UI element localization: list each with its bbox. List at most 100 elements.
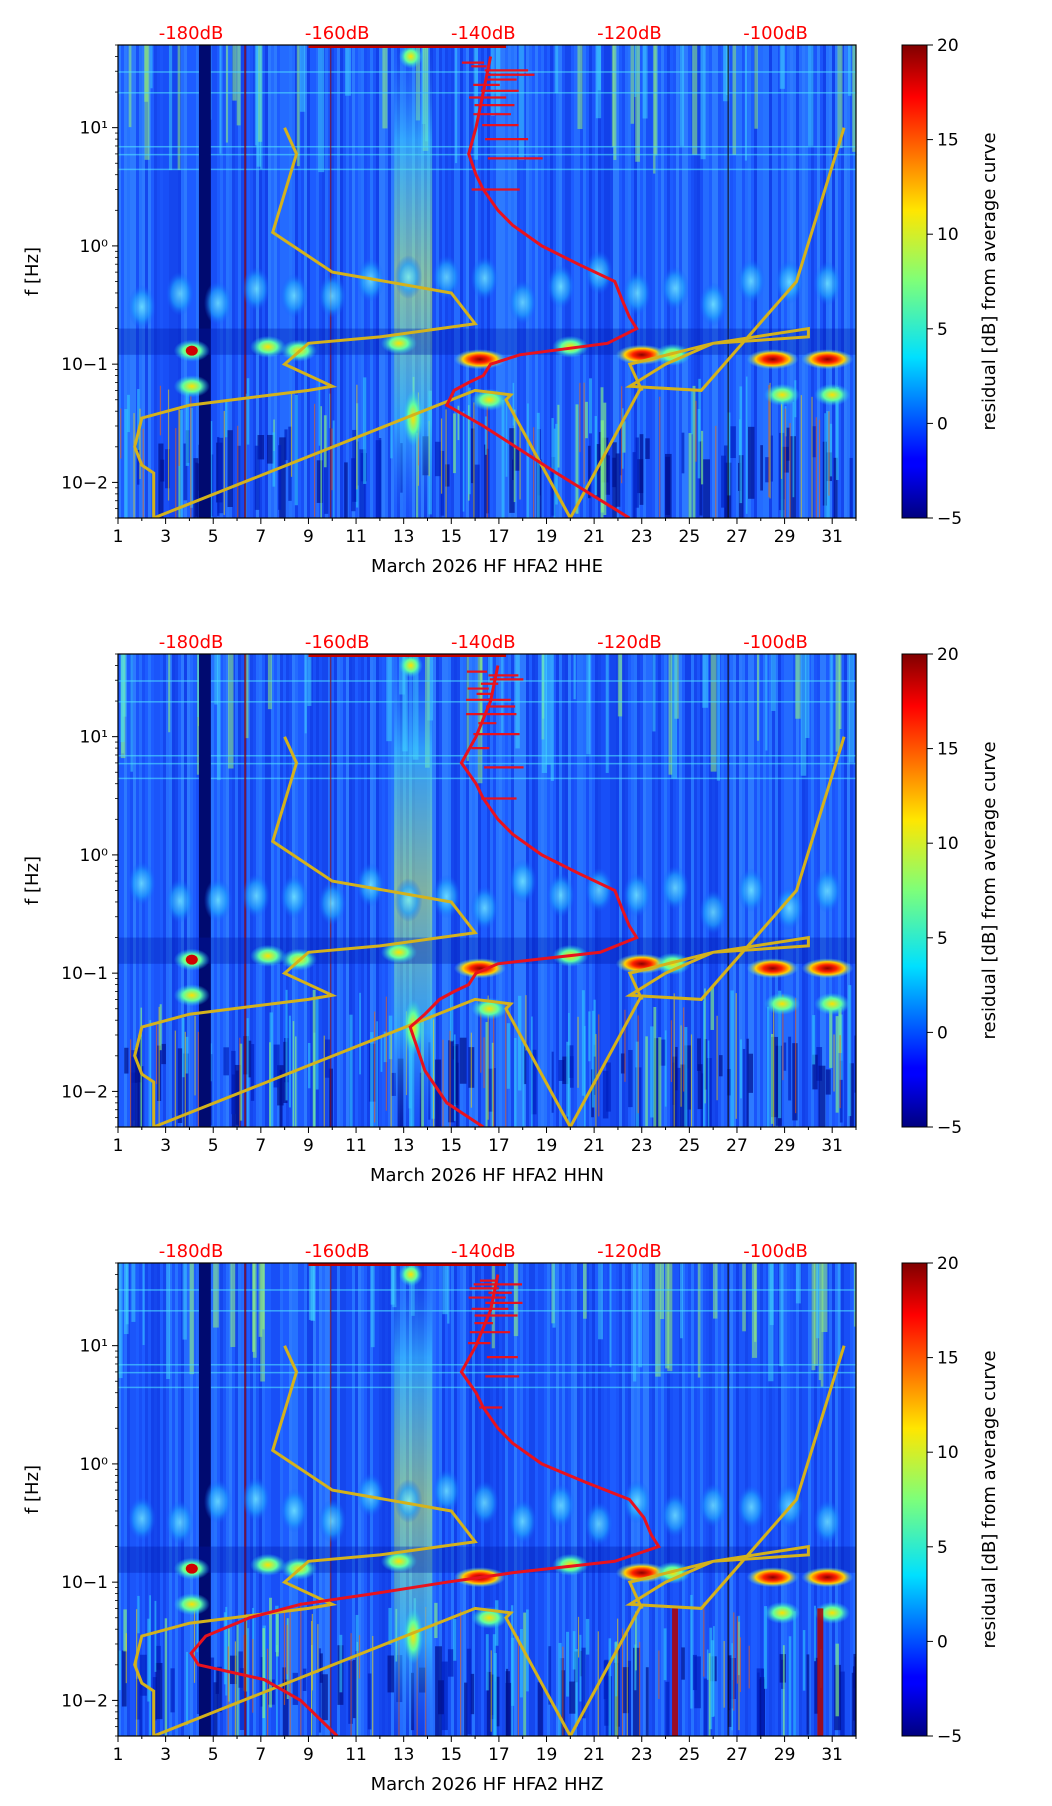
heatmap-dark-streak [742,1048,746,1127]
heatmap-column [697,654,700,1127]
heatmap-cool-blob [203,1479,232,1524]
heatmap-dark-streak [675,1046,678,1091]
colorbar-tick-label: 0 [937,414,948,434]
heatmap-hf-streak [769,1263,774,1326]
colorbar-tick-label: 5 [937,320,948,340]
heatmap-dark-streak [121,1650,127,1707]
heatmap-cool-blob [775,260,804,305]
heatmap-hf-streak [168,654,171,733]
heatmap-dark-streak [130,1050,135,1121]
heatmap-hf-streak [254,45,258,146]
heatmap-warm-streak [658,1650,660,1699]
colorbar-tick-label: 20 [937,645,959,665]
heatmap-hf-streak [679,1263,683,1339]
heatmap-bright-streak [137,1595,140,1634]
colorbar-tick-label: 15 [937,131,959,151]
heatmap-warm-streak [739,1637,742,1693]
heatmap-column [829,1263,832,1736]
heatmap-column [163,654,166,1127]
heatmap-warm-streak [773,1004,775,1127]
heatmap-dark-streak [155,1662,163,1720]
x-tick-label: 27 [726,527,748,547]
heatmap-bright-streak [123,1609,127,1652]
heatmap-bright-streak [501,399,505,518]
heatmap-bright-streak [536,412,540,518]
heatmap-column [805,1263,808,1736]
heatmap-cool-blob [470,886,499,931]
colorbar-tick-label: 20 [937,1254,959,1274]
heatmap-bright-streak [356,1641,359,1736]
heatmap-column [607,1263,610,1736]
heatmap-dark-streak [825,1069,831,1095]
heatmap-hot-blob [801,1567,854,1588]
heatmap-bright-streak [388,1607,392,1645]
heatmap-cool-blob [165,1500,194,1545]
heatmap-dark-streak [721,455,726,508]
heatmap-hf-streak [853,1263,856,1327]
heatmap-cool-blob [737,1485,766,1530]
heatmap-hf-streak [726,45,729,96]
heatmap-column [688,45,691,518]
heatmap-warm-streak [795,997,797,1114]
heatmap-hf-streak [182,1263,187,1340]
heatmap-column [157,45,160,518]
heatmap-hf-streak [779,1263,784,1367]
heatmap-warm-streak [174,1030,176,1127]
heatmap-dark-streak [321,1674,328,1721]
heatmap-dark-streak [135,1047,140,1127]
heatmap-hf-streak [118,1263,123,1379]
heatmap-hline [118,1371,856,1374]
heatmap-column [271,654,274,1127]
heatmap-column [166,45,169,518]
heatmap-dark-streak [645,438,650,459]
heatmap-area [118,654,856,1127]
heatmap-hf-streak [308,1263,315,1320]
heatmap-warm-blob [764,992,801,1015]
heatmap-dark-streak [506,1668,509,1736]
heatmap-warm-streak [695,400,697,462]
heatmap-bright-streak [332,420,335,518]
heatmap-column [769,1263,772,1736]
heatmap-dark-streak [730,426,736,459]
heatmap-bright-streak [285,989,288,1101]
heatmap-bright-streak [690,1594,693,1709]
heatmap-bright-streak [485,1022,488,1127]
x-tick-label: 19 [536,527,558,547]
heatmap-hf-streak [667,1263,673,1372]
heatmap-warm-streak [120,408,122,459]
heatmap-hline [118,1386,856,1389]
heatmap-hf-streak [779,45,785,89]
heatmap-column [838,1263,841,1736]
heatmap-column [772,654,775,1127]
heatmap-column [121,1263,124,1736]
heatmap-bright-streak [814,1605,816,1662]
heatmap-bright-streak [462,411,465,512]
heatmap-bright-streak [124,408,128,518]
x-tick-label: 3 [160,1745,171,1765]
heatmap-warm-streak [223,410,225,515]
heatmap-dark-streak [161,1043,166,1065]
heatmap-hf-streak [605,654,609,773]
heatmap-column [151,45,154,518]
heatmap-hot-blob [453,958,506,979]
heatmap-warm-streak [715,425,717,518]
heatmap-dark-streak [697,1064,703,1110]
heatmap-warm-streak [505,1003,507,1127]
heatmap-hf-streak [668,654,673,775]
heatmap-dark-streak [788,1036,792,1101]
heatmap-bright-streak [223,1612,227,1685]
x-tick-label: 25 [679,1136,701,1156]
heatmap-blob [403,390,424,447]
heatmap-bright-streak [312,989,316,1127]
heatmap-dark-streak [680,1064,687,1127]
heatmap-cool-blob [165,271,194,316]
heatmap-column [808,45,811,518]
heatmap-bright-streak [621,408,624,469]
heatmap-bright-streak [315,997,319,1090]
x-tick-label: 17 [488,1136,510,1156]
heatmap-column [463,45,466,518]
heatmap-hf-streak [586,654,591,755]
heatmap-warm-streak [317,1624,319,1673]
heatmap-dark-streak [229,1655,237,1685]
heatmap-column [280,45,283,518]
